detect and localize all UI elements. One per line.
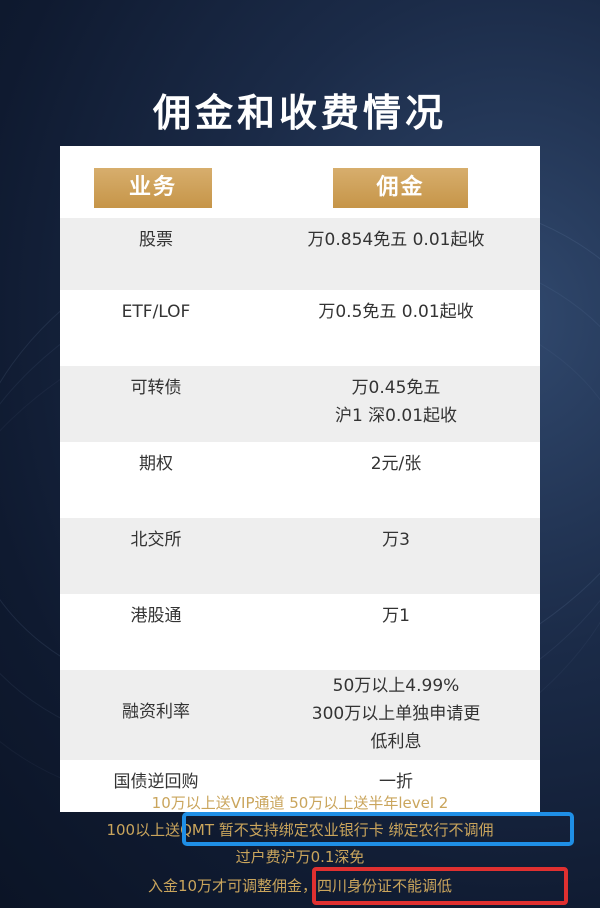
table-row: ETF/LOF 万0.5免五 0.01起收 — [60, 290, 540, 366]
business-cell: 可转债 — [130, 378, 182, 398]
commission-line: 低利息 — [370, 732, 422, 752]
commission-line: 300万以上单独申请更 — [311, 704, 481, 724]
table-row: 期权 2元/张 — [60, 442, 540, 518]
business-cell: 股票 — [139, 230, 173, 250]
commission-table: 业务 佣金 股票 万0.854免五 0.01起收 ETF/LOF 万0.5免五 … — [60, 146, 540, 812]
commission-line: 万0.854免五 0.01起收 — [307, 230, 485, 250]
highlight-box-blue — [182, 812, 574, 846]
commission-cell: 万0.5免五 0.01起收 — [252, 298, 540, 326]
commission-line: 万1 — [382, 606, 410, 626]
business-cell: 港股通 — [130, 606, 182, 626]
commission-cell: 万0.45免五 沪1 深0.01起收 — [252, 374, 540, 430]
note-line-2: 100以上送QMT 暂不支持绑定农业银行卡 绑定农行不调佣 — [106, 821, 494, 839]
table-row: 港股通 万1 — [60, 594, 540, 670]
commission-cell: 万1 — [252, 602, 540, 630]
commission-line: 50万以上4.99% — [332, 676, 460, 696]
business-cell: 期权 — [139, 454, 173, 474]
header-business: 业务 — [94, 168, 212, 208]
commission-cell: 万3 — [252, 526, 540, 554]
note-line-4: 入金10万才可调整佣金，四川身份证不能调低 — [147, 877, 453, 895]
commission-cell: 万0.854免五 0.01起收 — [252, 226, 540, 254]
table-row: 股票 万0.854免五 0.01起收 — [60, 218, 540, 290]
commission-cell: 2元/张 — [252, 450, 540, 478]
business-cell: ETF/LOF — [121, 302, 191, 322]
page-title: 佣金和收费情况 — [152, 90, 447, 135]
note-line-1: 10万以上送VIP通道 50万以上送半年level 2 — [151, 794, 449, 812]
commission-line: 万0.45免五 — [351, 378, 441, 398]
table-row: 融资利率 50万以上4.99% 300万以上单独申请更 低利息 — [60, 670, 540, 760]
table-row: 北交所 万3 — [60, 518, 540, 594]
header-commission: 佣金 — [333, 168, 468, 208]
commission-cell: 50万以上4.99% 300万以上单独申请更 低利息 — [252, 672, 540, 756]
commission-line: 万3 — [382, 530, 410, 550]
table-row: 国债逆回购 一折 — [60, 760, 540, 812]
business-cell: 融资利率 — [122, 702, 190, 722]
commission-line: 2元/张 — [370, 454, 422, 474]
commission-cell: 一折 — [252, 768, 540, 796]
commission-line: 万0.5免五 0.01起收 — [318, 302, 474, 322]
table-row: 可转债 万0.45免五 沪1 深0.01起收 — [60, 366, 540, 442]
commission-line: 沪1 深0.01起收 — [334, 406, 458, 426]
business-cell: 北交所 — [130, 530, 182, 550]
commission-line: 一折 — [379, 772, 413, 792]
highlight-box-red — [312, 867, 568, 905]
note-line-3: 过户费沪万0.1深免 — [235, 848, 365, 866]
business-cell: 国债逆回购 — [113, 772, 199, 792]
table-header: 业务 佣金 — [60, 146, 540, 218]
